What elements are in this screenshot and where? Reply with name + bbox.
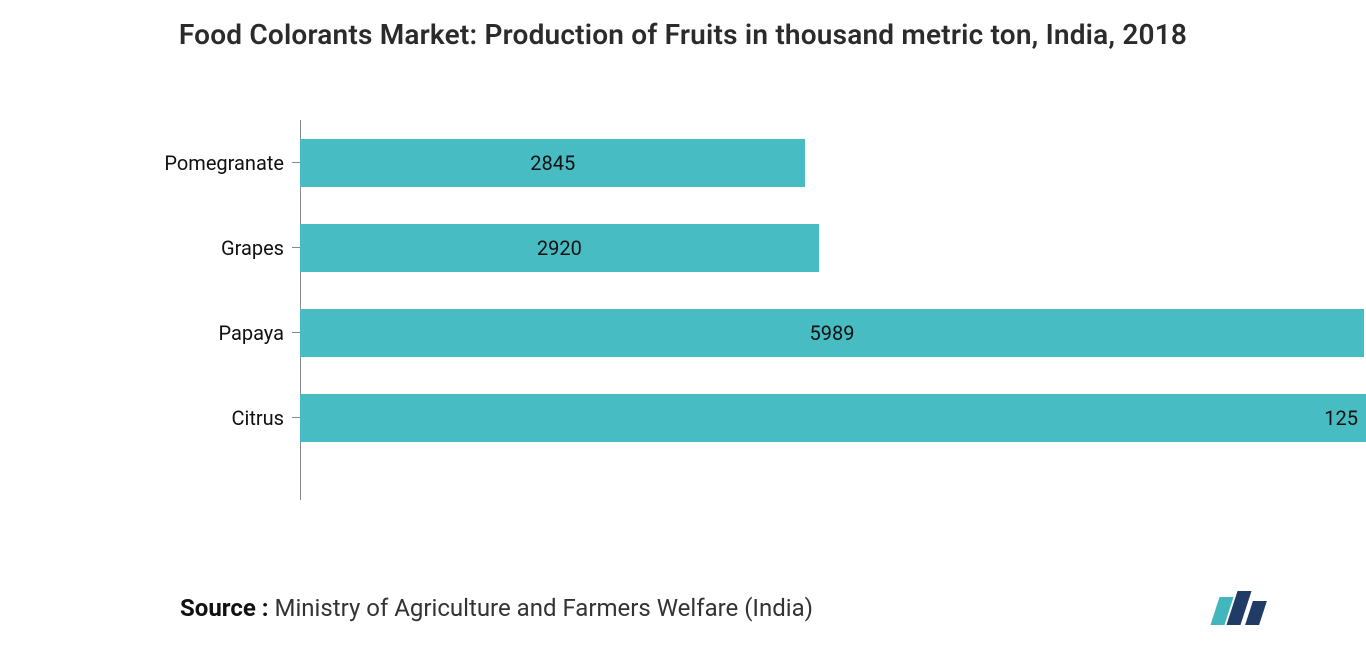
bar-grapes: 2920 [300, 224, 819, 272]
axis-tick [292, 162, 300, 163]
chart-plot-area: Pomegranate 2845 Grapes 2920 Papaya 5989… [300, 120, 1366, 470]
category-label: Citrus [231, 406, 284, 430]
source-text: Source : Ministry of Agriculture and Far… [180, 594, 813, 622]
bar-row-papaya: Papaya 5989 [300, 290, 1366, 375]
axis-tick [292, 332, 300, 333]
category-label: Papaya [218, 321, 284, 345]
mordor-logo-icon [1215, 591, 1266, 625]
logo-bar [1245, 601, 1267, 625]
category-label: Grapes [221, 236, 284, 260]
chart-title: Food Colorants Market: Production of Fru… [0, 18, 1366, 51]
axis-tick [292, 247, 300, 248]
bar-pomegranate: 2845 [300, 139, 805, 187]
axis-tick [292, 417, 300, 418]
bar-papaya: 5989 [300, 309, 1364, 357]
bar-value-label: 2920 [537, 236, 582, 260]
bar-value-label: 125 [1324, 406, 1358, 430]
bar-row-grapes: Grapes 2920 [300, 205, 1366, 290]
source-body: Ministry of Agriculture and Farmers Welf… [274, 594, 813, 622]
bar-citrus: 125 [300, 394, 1366, 442]
category-label: Pomegranate [164, 151, 284, 175]
bar-value-label: 2845 [530, 151, 575, 175]
source-label: Source : [180, 594, 269, 622]
bar-row-citrus: Citrus 125 [300, 375, 1366, 460]
bar-value-label: 5989 [810, 321, 855, 345]
bar-row-pomegranate: Pomegranate 2845 [300, 120, 1366, 205]
chart-footer: Source : Ministry of Agriculture and Far… [180, 591, 1326, 625]
